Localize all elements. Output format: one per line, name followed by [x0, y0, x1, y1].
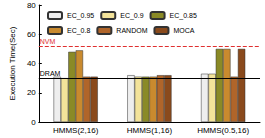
svg-text:HMMS(2,16): HMMS(2,16) [53, 126, 99, 135]
svg-text:DRAM: DRAM [40, 70, 61, 77]
svg-text:NVM: NVM [40, 38, 56, 45]
svg-text:EC_0.8: EC_0.8 [67, 27, 90, 35]
svg-text:40: 40 [27, 59, 36, 68]
svg-text:Execution Time(Sec): Execution Time(Sec) [8, 26, 17, 100]
svg-text:EC_0.85: EC_0.85 [170, 12, 197, 20]
svg-text:HMMS(1,16): HMMS(1,16) [127, 126, 173, 135]
svg-text:60: 60 [27, 30, 36, 39]
svg-text:HMMS(0.5,16): HMMS(0.5,16) [197, 126, 249, 135]
svg-text:RANDOM: RANDOM [116, 27, 147, 34]
svg-text:MOCA: MOCA [173, 27, 194, 34]
svg-text:EC_0.95: EC_0.95 [67, 12, 94, 20]
svg-text:80: 80 [27, 1, 36, 10]
svg-text:EC_0.9: EC_0.9 [120, 12, 143, 20]
svg-text:0: 0 [31, 118, 36, 127]
svg-text:20: 20 [27, 88, 36, 97]
